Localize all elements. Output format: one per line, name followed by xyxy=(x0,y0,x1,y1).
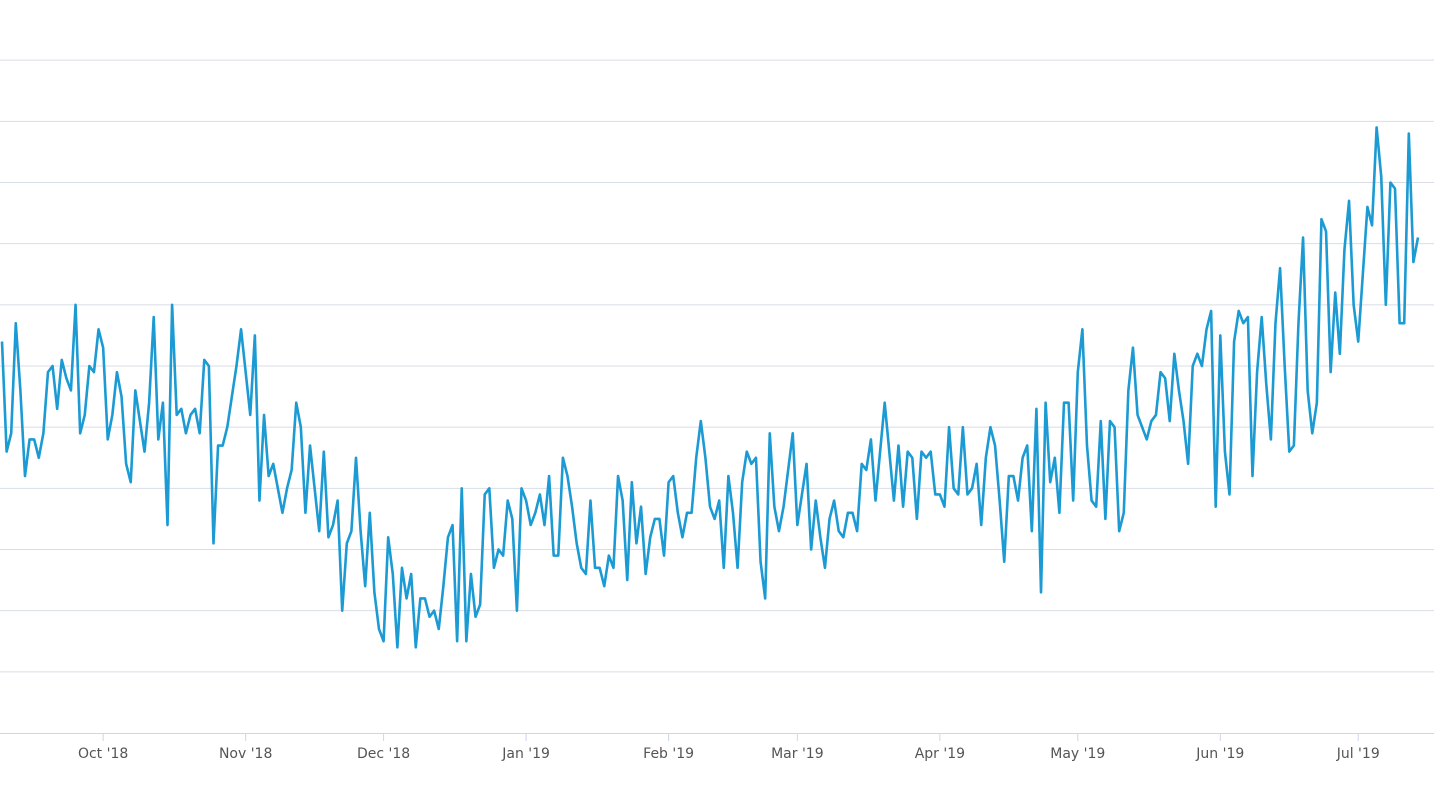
x-tick-label: Jul '19 xyxy=(1336,746,1380,762)
x-tick-label: Feb '19 xyxy=(643,746,694,762)
x-tick-label: Nov '18 xyxy=(219,746,272,762)
x-tick-label: Dec '18 xyxy=(357,746,410,762)
x-tick-label: Jan '19 xyxy=(501,746,550,762)
x-tick-label: May '19 xyxy=(1050,746,1105,762)
x-tick-label: Apr '19 xyxy=(915,746,965,762)
x-tick-label: Jun '19 xyxy=(1195,746,1244,762)
line-series xyxy=(0,126,1420,649)
x-tick-label: Mar '19 xyxy=(771,746,824,762)
x-tick-label: Oct '18 xyxy=(78,746,128,762)
